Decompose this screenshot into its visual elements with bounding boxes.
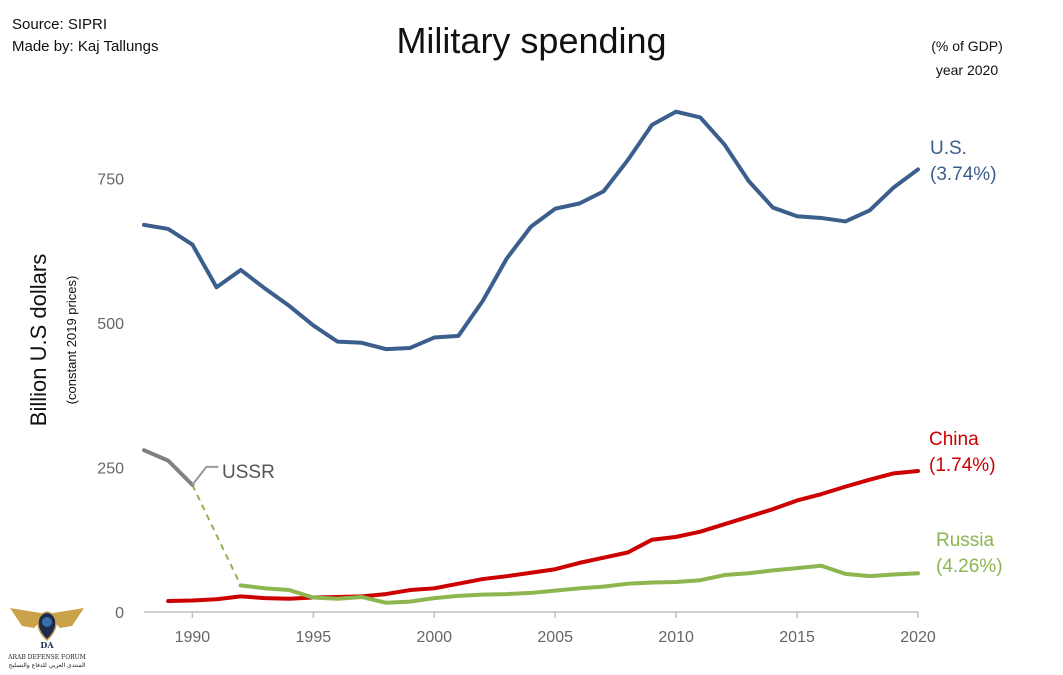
source-text: Source: SIPRI bbox=[12, 16, 108, 33]
x-ticks: 1990 1995 2000 2005 2010 2015 2020 bbox=[175, 612, 936, 646]
logo-arabic: المنتدى العربي للدفاع والتسليح bbox=[8, 662, 86, 669]
series-labels: U.S. (3.74%) China (1.74%) Russia (4.26%) USSR bbox=[191, 138, 1003, 577]
chart-credits: Source: SIPRI Made by: Kaj Tallungs bbox=[12, 14, 158, 58]
y-axis-title: Billion U.S dollars bbox=[26, 254, 51, 426]
gdp-note-line1: (% of GDP) bbox=[931, 38, 1003, 54]
x-tick-label: 2010 bbox=[658, 629, 694, 646]
series-line-china bbox=[166, 469, 920, 604]
arab-defense-forum-logo: DA ARAB DEFENSE FORUM المنتدى العربي للد… bbox=[6, 606, 88, 672]
series-label-us: U.S. bbox=[930, 138, 967, 159]
x-tick-label: 2005 bbox=[537, 629, 573, 646]
gdp-note: (% of GDP) year 2020 bbox=[912, 34, 1022, 82]
eagle-emblem-icon: DA bbox=[10, 608, 84, 650]
series-gdp-share-us: (3.74%) bbox=[930, 164, 997, 185]
ussr-callout-leader bbox=[191, 465, 219, 486]
x-tick-label: 1990 bbox=[175, 629, 211, 646]
series-line-us bbox=[142, 109, 920, 352]
series-gdp-share-china: (1.74%) bbox=[929, 455, 996, 476]
y-tick-label: 500 bbox=[97, 316, 124, 333]
y-tick-label: 250 bbox=[97, 461, 124, 478]
x-tick-label: 1995 bbox=[296, 629, 332, 646]
series-line-russia bbox=[238, 563, 920, 605]
y-axis-label: Billion U.S dollars bbox=[26, 254, 51, 426]
series-gdp-share-russia: (4.26%) bbox=[936, 556, 1003, 577]
logo-name: ARAB DEFENSE FORUM bbox=[8, 654, 86, 661]
chart-title: Military spending bbox=[396, 20, 667, 61]
ussr-russia-connector bbox=[191, 484, 242, 586]
logo-caption: ARAB DEFENSE FORUM المنتدى العربي للدفاع… bbox=[6, 654, 88, 670]
y-axis-subtitle: (constant 2019 prices) bbox=[64, 276, 79, 405]
y-tick-label: 750 bbox=[97, 172, 124, 189]
series-label-russia: Russia bbox=[936, 530, 995, 551]
series-label-china: China bbox=[929, 429, 979, 450]
series-label-ussr: USSR bbox=[222, 462, 275, 483]
logo-monogram: DA bbox=[40, 640, 54, 650]
x-tick-label: 2020 bbox=[900, 629, 936, 646]
y-ticks: 0 250 500 750 bbox=[97, 172, 124, 622]
x-tick-label: 2000 bbox=[416, 629, 452, 646]
author-text: Made by: Kaj Tallungs bbox=[12, 38, 159, 55]
series-line-ussr bbox=[142, 448, 195, 487]
y-axis-sublabel: (constant 2019 prices) bbox=[64, 276, 79, 405]
y-tick-label: 0 bbox=[115, 605, 124, 622]
gdp-note-line2: year 2020 bbox=[935, 62, 999, 78]
x-tick-label: 2015 bbox=[779, 629, 815, 646]
series-lines bbox=[142, 109, 920, 605]
